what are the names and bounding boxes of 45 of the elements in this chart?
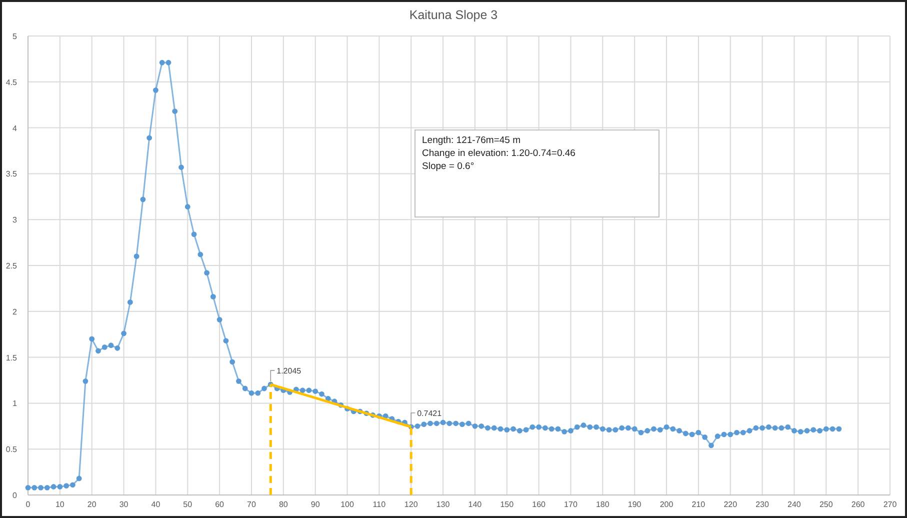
x-tick-label: 90 [310, 500, 320, 509]
y-tick-label: 1.5 [6, 353, 18, 362]
annotation: Length: 121-76m=45 m [422, 135, 521, 146]
x-tick-label: 180 [596, 500, 610, 509]
y-tick-label: 4 [12, 124, 18, 133]
x-tick-label: 160 [532, 500, 546, 509]
y-tick-label: 2.5 [6, 262, 18, 270]
x-tick-label: 220 [724, 500, 738, 509]
x-tick-label: 230 [756, 500, 770, 509]
x-tick-label: 60 [215, 500, 225, 509]
x-tick-label: 210 [692, 500, 706, 509]
y-tick-label: 3 [12, 216, 18, 225]
x-tick-label: 250 [819, 500, 834, 509]
y-tick-label: 5 [12, 32, 18, 41]
x-tick-label: 170 [564, 500, 578, 509]
x-tick-label: 10 [55, 500, 65, 509]
x-tick-label: 20 [87, 500, 97, 509]
chart-title: Kaituna Slope 3 [409, 8, 498, 22]
y-tick-label: 4.5 [6, 78, 18, 87]
x-tick-label: 0 [26, 500, 31, 509]
x-tick-label: 50 [183, 500, 193, 509]
x-tick-label: 150 [500, 500, 514, 509]
annotation: Change in elevation: 1.20-0.74=0.46 [422, 148, 576, 159]
x-tick-label: 140 [468, 500, 482, 509]
annotation: 1.2045 [276, 366, 302, 376]
x-tick-label: 110 [372, 500, 386, 509]
x-tick-label: 200 [660, 500, 674, 509]
annotation: Slope = 0.6° [422, 161, 474, 172]
x-tick-label: 190 [628, 500, 642, 509]
y-tick-label: 1 [12, 399, 18, 408]
x-tick-label: 120 [404, 500, 418, 509]
x-tick-label: 270 [883, 500, 898, 509]
x-tick-label: 70 [247, 500, 256, 509]
x-tick-label: 130 [436, 500, 450, 509]
y-tick-label: 0 [12, 491, 18, 500]
annotation: 0.7421 [417, 408, 442, 418]
x-tick-label: 100 [340, 500, 354, 509]
x-tick-label: 80 [278, 500, 288, 509]
x-tick-label: 260 [851, 500, 866, 509]
x-tick-label: 30 [119, 500, 129, 509]
y-tick-label: 0.5 [6, 445, 18, 454]
y-tick-label: 3.5 [6, 170, 18, 179]
x-tick-label: 240 [788, 500, 802, 509]
x-tick-label: 40 [151, 500, 161, 509]
y-tick-label: 2 [12, 307, 18, 316]
